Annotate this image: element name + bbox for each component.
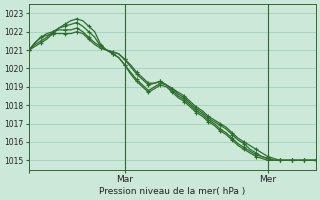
X-axis label: Pression niveau de la mer( hPa ): Pression niveau de la mer( hPa )	[99, 187, 245, 196]
